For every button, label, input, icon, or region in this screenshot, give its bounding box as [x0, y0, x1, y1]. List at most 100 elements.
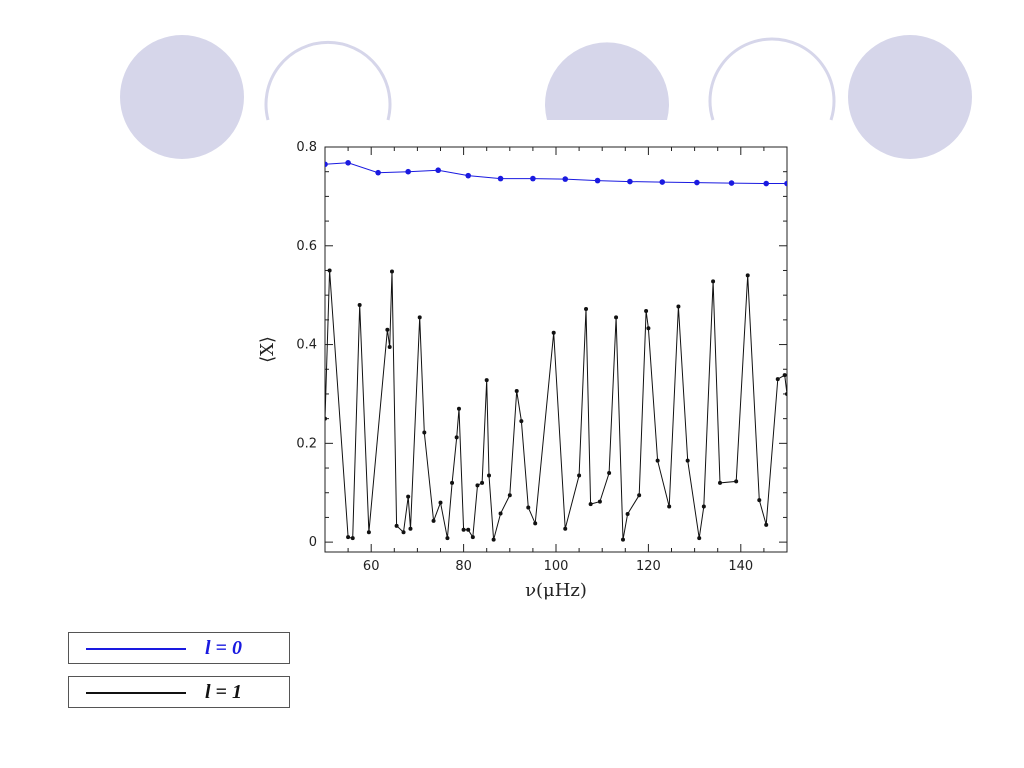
series-point-1 — [350, 536, 355, 541]
series-point-0 — [405, 168, 411, 175]
series-point-1 — [408, 526, 413, 531]
legend-label-l1: l = 1 — [205, 681, 242, 703]
series-point-0 — [562, 176, 569, 182]
series-point-1 — [526, 505, 531, 510]
legend-item-l1: l = 1 — [68, 676, 290, 708]
series-point-1 — [406, 494, 411, 499]
y-tick-label: 0 — [309, 535, 317, 550]
series-point-1 — [685, 458, 690, 463]
y-axis-label: ⟨X⟩ — [257, 336, 278, 363]
series-point-1 — [475, 483, 480, 488]
series-point-1 — [445, 536, 450, 541]
series-point-1 — [454, 435, 459, 440]
decor-circle-outline-2 — [708, 37, 836, 121]
axis-ticks — [324, 146, 788, 552]
series-point-1 — [577, 473, 582, 478]
series-point-1 — [491, 537, 496, 542]
series-0 — [325, 160, 787, 187]
series-point-1 — [584, 307, 589, 311]
series-point-1 — [764, 522, 769, 527]
series-point-1 — [757, 498, 762, 503]
series-point-1 — [676, 304, 681, 309]
line-chart: 60 80 100 120 140 0 0.2 0.4 0.6 0.8 ν(μHz) ⟨X⟩ — [257, 140, 788, 600]
x-tick-label: 120 — [636, 559, 661, 574]
series-point-0 — [497, 175, 504, 182]
series-point-0 — [627, 178, 633, 185]
series-point-1 — [620, 537, 625, 542]
series-point-1 — [563, 526, 568, 531]
legend-swatch-l1 — [86, 692, 186, 694]
series-point-0 — [763, 180, 770, 187]
series-point-1 — [456, 406, 461, 411]
y-tick-label: 0.2 — [296, 436, 317, 451]
series-point-0 — [728, 180, 735, 186]
series-point-1 — [745, 273, 750, 278]
series-point-1 — [385, 327, 390, 332]
series-point-1 — [480, 480, 485, 485]
x-tick-label: 100 — [544, 559, 569, 574]
plot-frame — [324, 146, 788, 553]
series-point-1 — [646, 326, 651, 331]
legend-item-l0: l = 0 — [68, 632, 290, 664]
series-point-0 — [435, 167, 441, 174]
series-point-0 — [659, 179, 666, 185]
series-point-1 — [366, 530, 371, 535]
series-point-1 — [734, 479, 739, 484]
series-point-1 — [637, 493, 642, 498]
series-point-1 — [466, 527, 471, 532]
x-axis-label: ν(μHz) — [525, 580, 587, 600]
series-point-1 — [357, 303, 362, 308]
series-1 — [325, 268, 787, 542]
series-layer — [325, 160, 787, 542]
series-point-0 — [325, 161, 328, 168]
y-tick-label: 0.6 — [296, 239, 317, 254]
series-point-1 — [470, 535, 475, 540]
series-point-1 — [625, 511, 630, 516]
y-tick-label: 0.4 — [296, 338, 317, 353]
series-point-0 — [345, 160, 351, 166]
series-point-1 — [401, 530, 406, 535]
series-point-1 — [461, 527, 466, 532]
series-point-0 — [784, 180, 787, 187]
series-point-1 — [551, 330, 556, 335]
series-point-1 — [718, 480, 723, 485]
decor-circle-filled-1 — [120, 35, 244, 159]
decorative-circles — [120, 35, 972, 159]
series-line-0 — [325, 162, 787, 184]
series-point-1 — [775, 377, 780, 382]
decor-circle-filled-3 — [848, 35, 972, 159]
series-point-1 — [487, 473, 492, 478]
series-point-1 — [533, 521, 538, 526]
series-point-1 — [431, 518, 436, 523]
series-point-1 — [514, 388, 519, 393]
series-point-1 — [387, 345, 392, 350]
decor-circle-outline-1 — [264, 40, 392, 121]
series-point-1 — [697, 536, 702, 541]
axis-tick-labels: 60 80 100 120 140 0 0.2 0.4 0.6 0.8 — [296, 140, 753, 574]
series-point-1 — [614, 315, 619, 320]
series-point-1 — [655, 458, 660, 463]
series-point-1 — [327, 268, 332, 273]
series-point-1 — [519, 419, 524, 424]
series-point-1 — [507, 493, 512, 498]
series-point-1 — [644, 308, 649, 313]
decor-circle-filled-2 — [545, 42, 669, 120]
series-point-1 — [711, 279, 716, 284]
series-point-1 — [701, 504, 706, 509]
series-point-1 — [588, 502, 593, 507]
legend-label-l0: l = 0 — [205, 637, 242, 659]
series-point-1 — [346, 535, 351, 540]
series-point-1 — [394, 523, 399, 528]
series-point-1 — [389, 269, 394, 274]
legend-swatch-l0 — [86, 648, 186, 650]
series-point-1 — [667, 504, 672, 509]
x-tick-label: 140 — [728, 559, 753, 574]
series-point-1 — [438, 500, 443, 505]
series-line-1 — [325, 270, 787, 540]
x-tick-label: 80 — [455, 559, 472, 574]
series-point-1 — [597, 499, 602, 504]
series-point-1 — [484, 378, 489, 383]
y-tick-label: 0.8 — [296, 140, 317, 155]
series-point-1 — [325, 416, 327, 421]
series-point-1 — [782, 373, 787, 378]
